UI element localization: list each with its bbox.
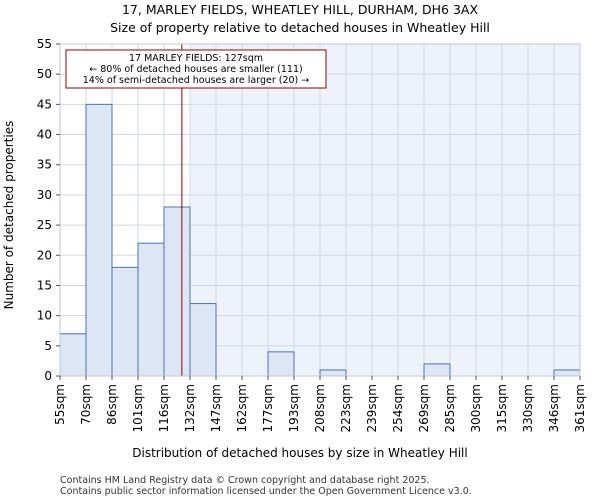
x-tick-label: 285sqm (443, 384, 457, 432)
x-tick-label: 346sqm (547, 384, 561, 432)
x-tick-label: 330sqm (521, 384, 535, 432)
bar-132sqm (189, 303, 217, 377)
bar-101sqm (137, 242, 165, 377)
x-tick-label: 239sqm (365, 384, 379, 432)
bar-55sqm (59, 333, 87, 377)
annotation-line1: 17 MARLEY FIELDS: 127sqm (129, 53, 263, 64)
annotation-line2: ← 80% of detached houses are smaller (11… (89, 64, 302, 75)
y-tick-label: 40 (37, 128, 52, 142)
y-tick-label: 10 (37, 309, 52, 323)
y-tick-label: 5 (44, 339, 52, 353)
x-ticks: 55sqm 70sqm 86sqm 101sqm 116sqm 132sqm 147sqm 1… (53, 376, 587, 432)
x-tick-label: 254sqm (391, 384, 405, 432)
bar-70sqm (85, 103, 113, 377)
x-tick-label: 162sqm (235, 384, 249, 432)
x-tick-label: 86sqm (105, 384, 119, 425)
footer-line1: Contains HM Land Registry data © Crown c… (60, 475, 430, 486)
y-tick-label: 50 (37, 67, 52, 81)
footer-line2: Contains public sector information licen… (60, 486, 472, 497)
y-tick-label: 15 (37, 278, 52, 292)
x-tick-label: 147sqm (209, 384, 223, 432)
x-tick-label: 132sqm (183, 384, 197, 432)
x-tick-label: 193sqm (287, 384, 301, 432)
x-tick-label: 70sqm (79, 384, 93, 425)
x-tick-label: 55sqm (53, 384, 67, 425)
y-tick-label: 35 (37, 158, 52, 172)
bar-86sqm (111, 266, 139, 377)
y-tick-label: 20 (37, 248, 52, 262)
chart-title-line2: Size of property relative to detached ho… (110, 20, 490, 35)
x-tick-label: 208sqm (313, 384, 327, 432)
bar-269sqm (423, 363, 451, 377)
bar-177sqm (267, 351, 295, 377)
y-tick-label: 0 (44, 369, 52, 383)
chart-title-line1: 17, MARLEY FIELDS, WHEATLEY HILL, DURHAM… (122, 2, 478, 17)
y-ticks: 0 5 10 15 20 25 30 35 40 45 50 55 (37, 37, 60, 383)
bars (59, 103, 581, 377)
y-tick-label: 25 (37, 218, 52, 232)
bar-116sqm (163, 206, 191, 377)
y-tick-label: 45 (37, 97, 52, 111)
x-tick-label: 101sqm (131, 384, 145, 432)
bar-346sqm (553, 369, 581, 377)
y-axis-label: Number of detached properties (2, 121, 16, 310)
annotation-box: 17 MARLEY FIELDS: 127sqm ← 80% of detach… (65, 49, 327, 89)
annotation-border (65, 49, 327, 89)
bar-208sqm (319, 369, 347, 377)
x-tick-label: 361sqm (573, 384, 587, 432)
highlight-region (190, 44, 580, 376)
x-tick-label: 269sqm (417, 384, 431, 432)
y-tick-label: 55 (37, 37, 52, 51)
x-tick-label: 116sqm (157, 384, 171, 432)
x-tick-label: 177sqm (261, 384, 275, 432)
y-tick-label: 30 (37, 188, 52, 202)
x-axis-label: Distribution of detached houses by size … (132, 446, 467, 460)
x-tick-label: 300sqm (469, 384, 483, 432)
x-tick-label: 223sqm (339, 384, 353, 432)
annotation-line3: 14% of semi-detached houses are larger (… (83, 75, 310, 86)
x-tick-label: 315sqm (495, 384, 509, 432)
